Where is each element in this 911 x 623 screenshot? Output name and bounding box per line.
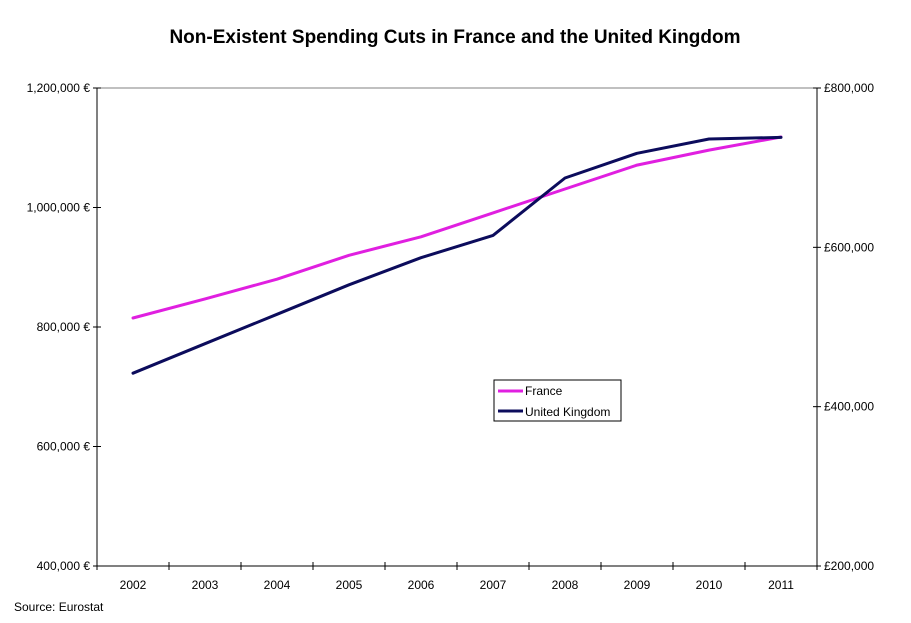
plot-area [96,87,818,567]
chart-title: Non-Existent Spending Cuts in France and… [169,27,740,48]
series-line-united-kingdom [131,135,783,375]
left-tick-label: 800,000 € [37,320,91,334]
x-axis-ticks: 2002 2003 2004 2005 2006 2007 2008 2009 2010 2011 [96,562,818,592]
x-tick-label: 2008 [552,578,579,592]
x-tick-label: 2006 [408,578,435,592]
left-axis-ticks: 400,000 € 600,000 € 800,000 € 1,000,000 € 1,… [27,81,101,573]
x-tick-label: 2002 [120,578,147,592]
right-tick-label: £800,000 [824,81,874,95]
x-tick-label: 2011 [768,578,794,592]
legend-label-france: France [525,384,563,398]
legend-label-united-kingdom: United Kingdom [525,405,610,419]
right-axis-ticks: £200,000 £400,000 £600,000 £800,000 [813,81,874,573]
left-tick-label: 1,000,000 € [27,201,91,215]
x-tick-label: 2003 [192,578,219,592]
right-tick-label: £200,000 [824,559,874,573]
left-tick-label: 1,200,000 € [27,81,91,95]
x-tick-label: 2010 [696,578,723,592]
series-line-france [131,135,783,320]
x-tick-label: 2005 [336,578,363,592]
left-tick-label: 400,000 € [37,559,91,573]
right-tick-label: £600,000 [824,240,874,254]
legend: France United Kingdom [493,379,622,422]
legend-box [493,379,622,422]
x-tick-label: 2007 [480,578,507,592]
x-tick-label: 2009 [624,578,651,592]
x-tick-label: 2004 [264,578,291,592]
series-lines [131,135,783,375]
left-tick-label: 600,000 € [37,440,91,454]
source-note: Source: Eurostat [14,600,104,614]
right-tick-label: £400,000 [824,400,874,414]
